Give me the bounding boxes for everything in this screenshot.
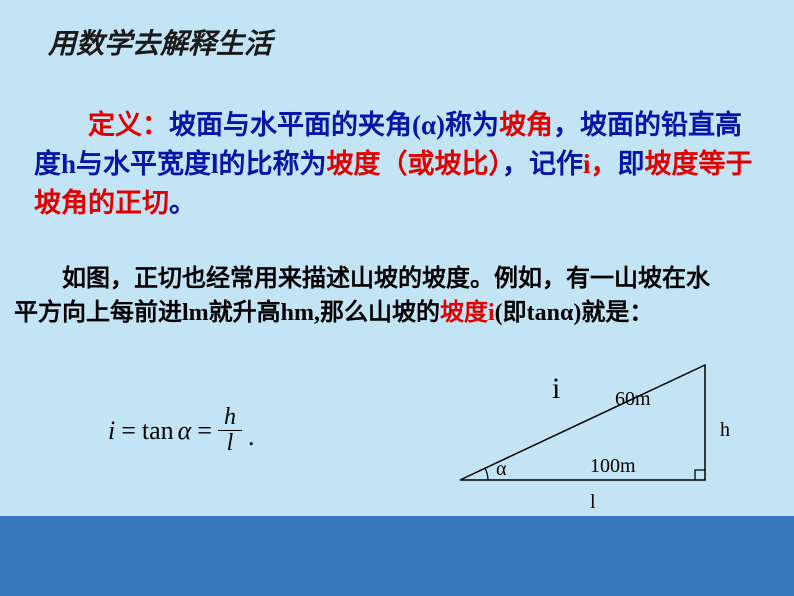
example-paren: (即tanα)就是： <box>495 300 654 326</box>
def-tail: 。 <box>169 188 196 218</box>
formula-period: . <box>248 422 255 452</box>
example-podu: 坡度i <box>440 300 495 326</box>
label-i: i <box>552 372 560 405</box>
def-term-slope-angle: 坡角 <box>499 110 553 140</box>
definition-paragraph: 定义：坡面与水平面的夹角(α)称为坡角，坡面的铅直高度h与水平宽度l的比称为坡度… <box>34 106 754 223</box>
formula-denominator: l <box>221 431 240 456</box>
formula: i = tan α = h l . <box>108 405 255 456</box>
def-term-i: i， <box>583 149 618 179</box>
formula-eq2: = <box>197 416 212 446</box>
def-part1d: 即 <box>618 149 645 179</box>
def-part1c: ，记作 <box>502 149 583 179</box>
formula-lhs: i <box>108 416 115 446</box>
formula-fraction: h l <box>218 405 242 456</box>
water-decoration <box>0 516 794 596</box>
label-alpha: α <box>496 458 507 480</box>
page-title: 用数学去解释生活 <box>48 22 272 62</box>
label-base: 100m <box>590 455 636 477</box>
label-hypotenuse: 60m <box>615 388 651 410</box>
angle-arc <box>485 468 488 480</box>
formula-alpha: α <box>178 416 192 446</box>
def-lead: 定义： <box>88 110 169 140</box>
formula-eq1: = <box>121 416 136 446</box>
example-paragraph: 如图，正切也经常用来描述山坡的坡度。例如，有一山坡在水平方向上每前进lm就升高h… <box>14 262 724 330</box>
def-part1a: 坡面与水平面的夹角(α)称为 <box>169 110 499 140</box>
right-angle-icon <box>695 470 705 480</box>
def-term-slope-ratio: 坡度（或坡比） <box>327 149 503 179</box>
formula-numerator: h <box>218 405 242 431</box>
formula-tan: tan <box>142 416 174 446</box>
label-h: h <box>720 419 730 441</box>
